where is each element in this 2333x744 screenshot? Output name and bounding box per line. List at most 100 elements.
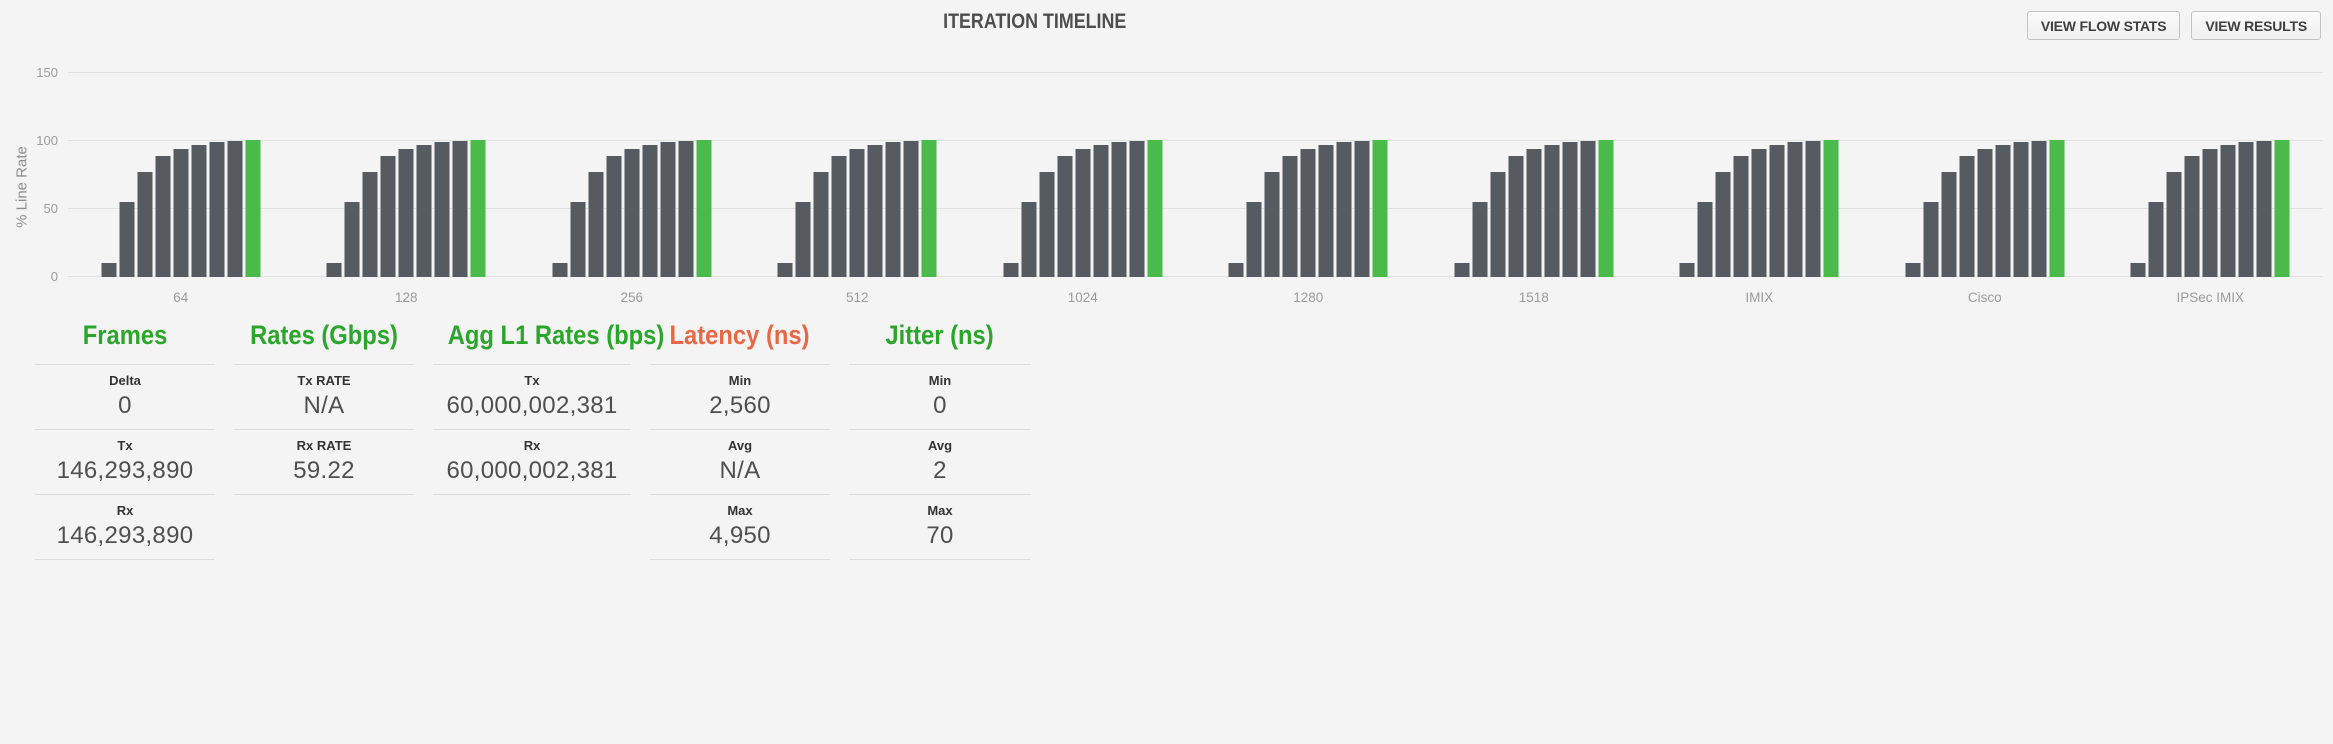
iteration-bar (570, 202, 586, 277)
iteration-bar (2238, 142, 2254, 277)
page-title: ITERATION TIMELINE (0, 10, 2070, 34)
stat-value: 146,293,890 (56, 522, 194, 549)
iteration-bar (2202, 149, 2218, 277)
stat-label: Rx RATE (296, 438, 352, 453)
gridline (68, 208, 2323, 209)
iteration-bar (1057, 156, 1073, 277)
stat-value: N/A (303, 392, 345, 419)
iteration-bar (1959, 156, 1975, 277)
stat-row: Rx 146,293,890 (35, 495, 215, 560)
final-iteration-bar (1598, 140, 1614, 277)
x-axis-label: Cisco (1967, 290, 2002, 305)
final-iteration-bar (1147, 140, 1163, 277)
stat-label: Avg (927, 438, 953, 453)
iteration-bar (1733, 156, 1749, 277)
iteration-bar (1075, 149, 1091, 277)
iteration-bar (1129, 141, 1145, 277)
iteration-bar (1715, 172, 1731, 277)
bars (1905, 140, 2065, 277)
iteration-bar (1318, 145, 1334, 277)
iteration-bar (777, 263, 793, 277)
final-iteration-bar (1372, 140, 1388, 277)
iteration-bar (2013, 142, 2029, 277)
stat-label: Max (927, 503, 953, 518)
iteration-bar (1995, 145, 2011, 277)
iteration-bar (1111, 142, 1127, 277)
bar-groups: 64 128 256 512 1024 1280 1518 IMIX Cisco IPSec IM… (68, 73, 2323, 305)
stat-value: 4,950 (709, 522, 771, 549)
iteration-bar (1923, 202, 1939, 277)
iteration-bar (326, 263, 342, 277)
iteration-bar (2184, 156, 2200, 277)
iteration-bar (1472, 202, 1488, 277)
gridline (68, 72, 2323, 73)
stats-column-frames: Frames Delta 0 Tx 146,293,890 Rx 146,293,890 (35, 316, 215, 560)
bars (101, 140, 261, 277)
stats-column-header: Frames (35, 316, 215, 365)
stat-row: Avg 2 (849, 430, 1031, 495)
iteration-bar (552, 263, 568, 277)
view-flow-stats-button[interactable]: VIEW FLOW STATS (2026, 11, 2181, 40)
iteration-bar (227, 141, 243, 277)
stat-row: Min 0 (849, 365, 1031, 430)
iteration-bar (1300, 149, 1316, 277)
iteration-bar (642, 145, 658, 277)
iteration-bar (1905, 263, 1921, 277)
iteration-bar (1354, 141, 1370, 277)
stats-column-header: Rates (Gbps) (234, 316, 414, 365)
stats-column-header-text: Latency (ns) (670, 320, 810, 350)
iteration-bar (624, 149, 640, 277)
stat-row: Max 70 (849, 495, 1031, 560)
iteration-bar (2166, 172, 2182, 277)
iteration-bar (795, 202, 811, 277)
iteration-bar (1336, 142, 1352, 277)
iteration-bar (1264, 172, 1280, 277)
bars (1003, 140, 1163, 277)
stat-label: Min (928, 373, 952, 388)
iteration-bar (813, 172, 829, 277)
bars (326, 140, 486, 277)
iteration-bar (1977, 149, 1993, 277)
bar-group-512: 512 (745, 73, 971, 305)
stats-column-header: Jitter (ns) (849, 316, 1031, 365)
iteration-bar (1544, 145, 1560, 277)
stats-column-jitter-ns: Jitter (ns) Min 0 Avg 2 Max 70 (849, 316, 1031, 560)
stats-column-header-text: Agg L1 Rates (bps) (447, 320, 665, 350)
stat-label: Tx (117, 438, 133, 453)
bar-group-1518: 1518 (1421, 73, 1647, 305)
iteration-bar (362, 172, 378, 277)
iteration-bar (434, 142, 450, 277)
final-iteration-bar (696, 140, 712, 277)
stat-label: Rx (523, 438, 541, 453)
iteration-bar (2220, 145, 2236, 277)
iteration-bar (1039, 172, 1055, 277)
bar-group-1024: 1024 (970, 73, 1196, 305)
iteration-bar (1228, 263, 1244, 277)
stat-value: 60,000,002,381 (446, 457, 618, 484)
stat-row: Rx RATE 59.22 (234, 430, 414, 495)
stat-label: Avg (727, 438, 753, 453)
iteration-bar (2256, 141, 2272, 277)
iteration-bar (885, 142, 901, 277)
stats-column-header: Latency (ns) (650, 316, 830, 365)
iteration-bar (678, 141, 694, 277)
final-iteration-bar (2274, 140, 2290, 277)
stat-value: 2,560 (709, 392, 771, 419)
stat-value: 0 (933, 392, 947, 419)
iteration-timeline-chart: % Line Rate 150 100 50 0 64 128 256 512 1024 128… (14, 65, 2323, 305)
iteration-bar (380, 156, 396, 277)
final-iteration-bar (470, 140, 486, 277)
bar-group-imix: IMIX (1647, 73, 1873, 305)
final-iteration-bar (2049, 140, 2065, 277)
iteration-bar (1508, 156, 1524, 277)
iteration-bar (588, 172, 604, 277)
y-axis-tick: 100 (36, 132, 58, 148)
bars (2130, 140, 2290, 277)
iteration-bar (2148, 202, 2164, 277)
stat-label: Delta (109, 373, 141, 388)
iteration-bar (1787, 142, 1803, 277)
view-results-button[interactable]: VIEW RESULTS (2191, 11, 2321, 40)
stat-value: 2 (933, 457, 947, 484)
x-axis-label: 512 (845, 290, 869, 305)
